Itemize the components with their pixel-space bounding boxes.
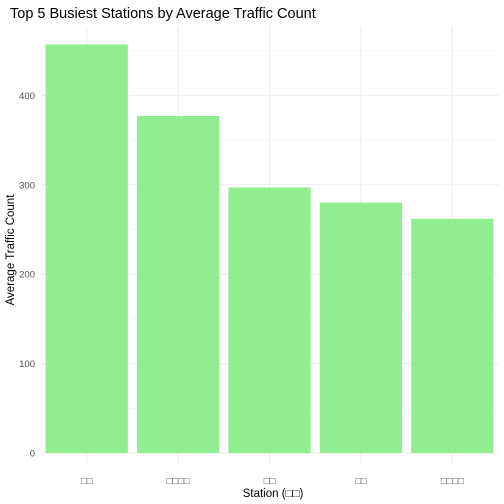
y-tick-label: 200 (19, 270, 35, 281)
bars (45, 44, 494, 453)
bar (45, 44, 128, 453)
y-tick-label: 300 (19, 180, 35, 191)
x-tick-label: □□□□ (167, 476, 190, 487)
chart-title: Top 5 Busiest Stations by Average Traffi… (10, 6, 316, 22)
x-tick-label: □□ (81, 476, 93, 487)
x-axis-title: Station (□□) (243, 488, 304, 500)
y-axis-title: Average Traffic Count (5, 194, 17, 306)
x-tick-label: □□ (264, 476, 276, 487)
bar (411, 218, 494, 453)
x-ticks: □□ □□□□ □□ □□ □□□□ (81, 476, 464, 487)
y-tick-label: 100 (19, 359, 35, 370)
y-tick-label: 400 (19, 91, 35, 102)
bar (136, 115, 220, 453)
bar (319, 202, 403, 453)
x-tick-label: □□□□ (441, 476, 464, 487)
y-ticks: 0 100 200 300 400 (19, 91, 35, 460)
y-tick-label: 0 (30, 449, 35, 460)
bar (228, 187, 311, 453)
x-tick-label: □□ (355, 476, 367, 487)
